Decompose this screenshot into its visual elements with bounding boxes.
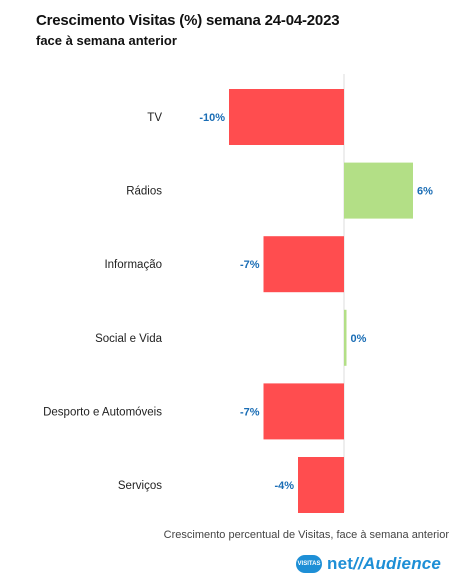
logo-slash: // [353,554,363,573]
bar-3 [344,309,347,366]
category-label: Social e Vida [95,333,163,345]
value-label: 6% [417,186,433,198]
chart-footnote: Crescimento percentual de Visitas, face … [163,529,449,541]
category-label: Desporto e Automóveis [43,406,162,418]
value-label: -4% [274,480,294,492]
bar-chart: TV -10% Rádios 6% Informação -7% Social e Vida… [43,74,433,513]
visitas-badge-icon: VISITAS [296,555,322,573]
category-label: Informação [104,259,162,271]
category-label: TV [147,112,162,124]
bar-1 [344,162,413,219]
value-label: -7% [240,259,260,271]
visitas-badge-text: VISITAS [297,561,321,567]
bar-5 [298,457,344,513]
logo-audience: Audience [362,554,442,573]
category-label: Rádios [126,186,162,198]
chart-subtitle: face à semana anterior [36,33,177,48]
netaudience-logo: VISITAS net//Audience [296,553,441,575]
value-label: 0% [351,333,367,345]
value-label: -7% [240,406,260,418]
bar-0 [229,89,344,145]
logo-wordmark: net//Audience [327,554,441,574]
value-label: -10% [199,112,225,124]
category-label: Serviços [118,480,162,492]
logo-net: net [327,554,354,573]
bar-4 [263,383,344,440]
bar-2 [263,236,344,293]
chart-title: Crescimento Visitas (%) semana 24-04-202… [36,12,340,29]
